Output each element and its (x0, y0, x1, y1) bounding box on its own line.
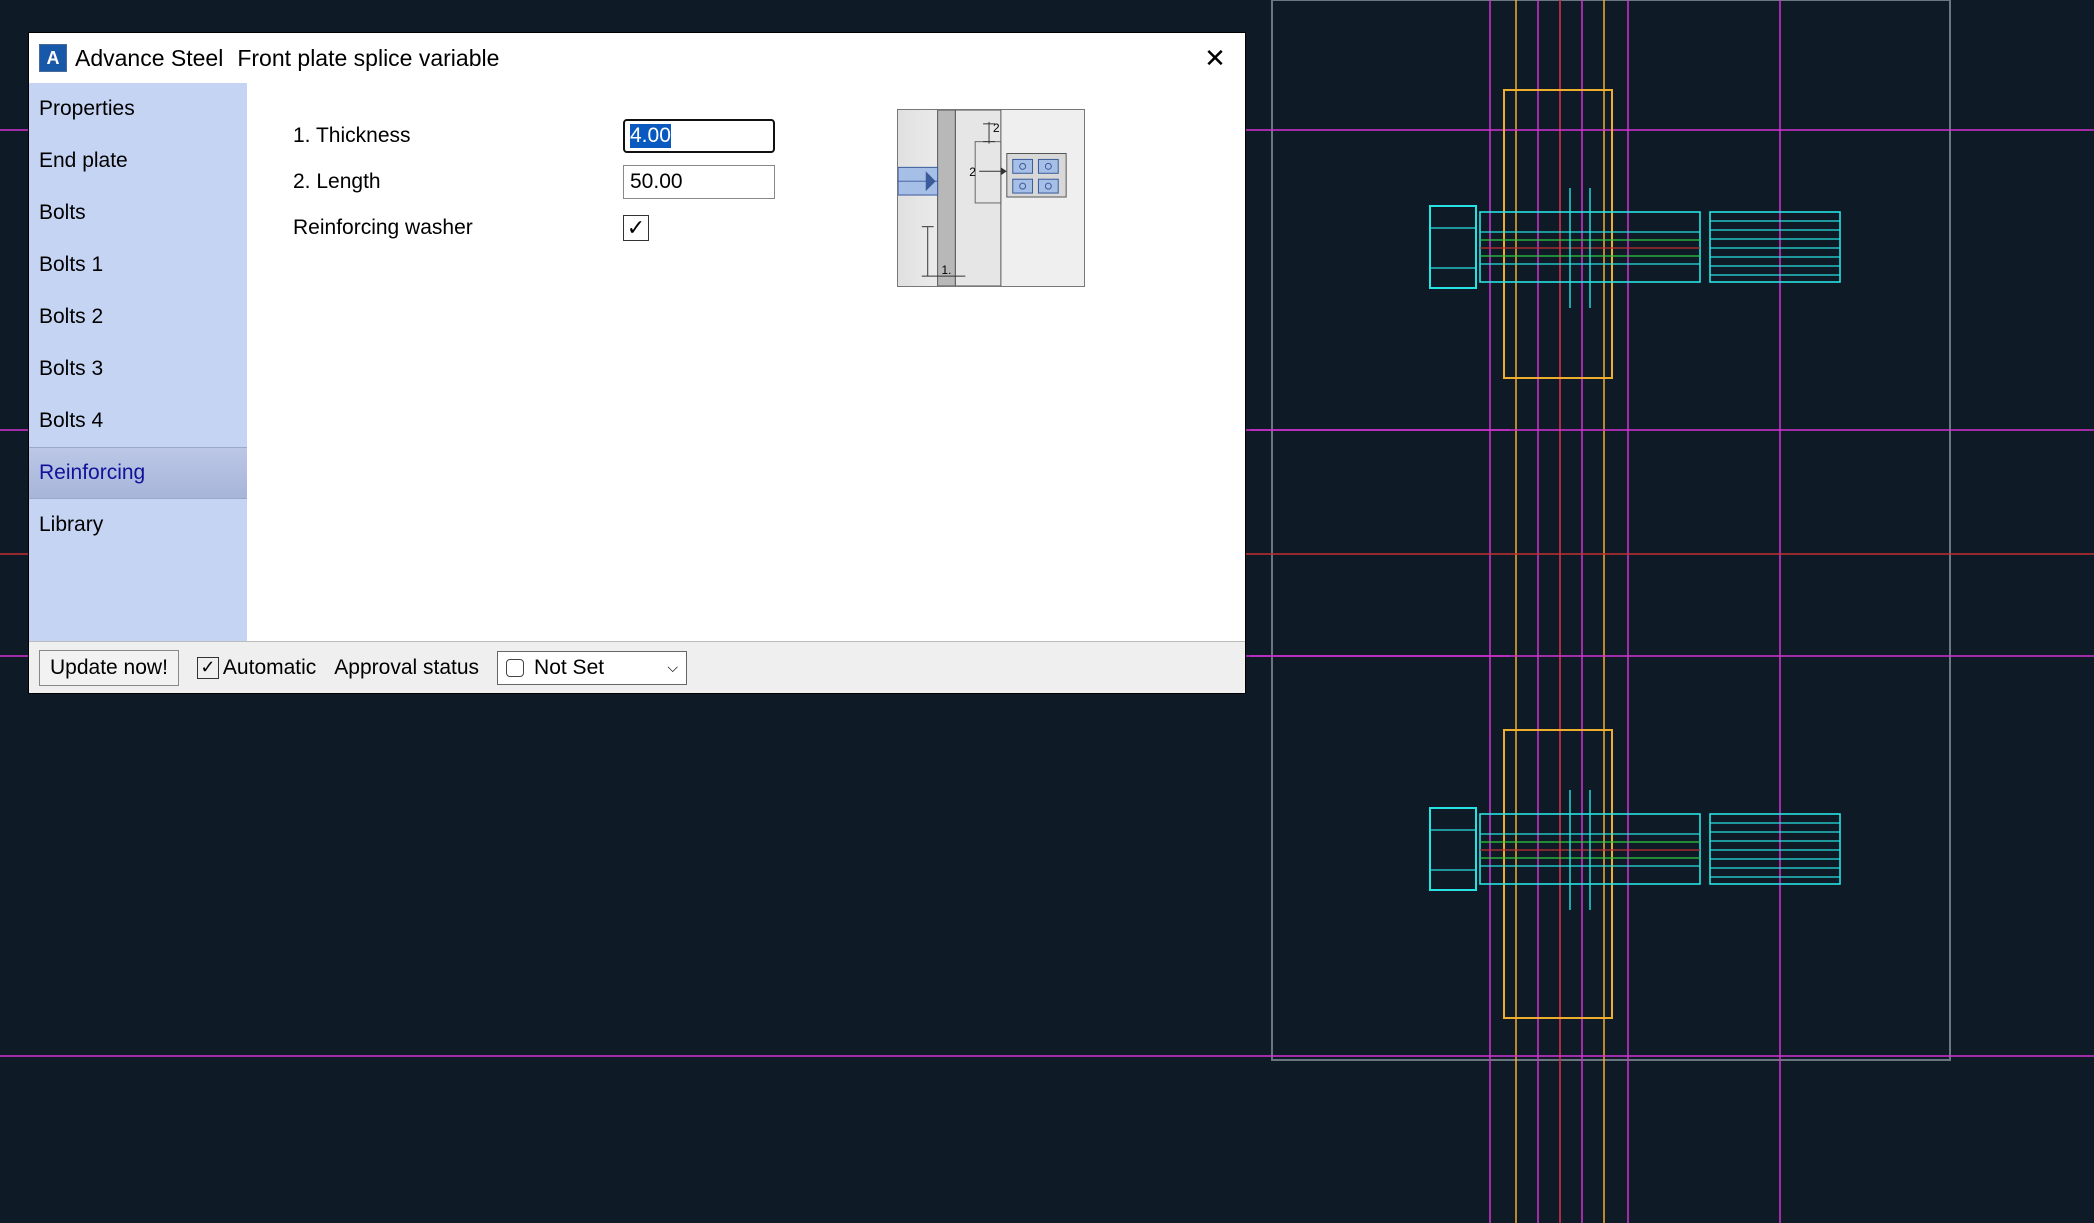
length-label: 2. Length (293, 170, 623, 194)
svg-text:2: 2 (993, 121, 1000, 135)
app-name: Advance Steel (75, 45, 223, 72)
dialog-title: Front plate splice variable (237, 45, 499, 72)
sidebar-item-bolts-2[interactable]: Bolts 2 (29, 291, 247, 343)
approval-status-select[interactable]: Not Set ⌵ (497, 651, 687, 685)
sidebar-item-library[interactable]: Library (29, 499, 247, 551)
automatic-label: Automatic (223, 656, 316, 680)
dialog-titlebar[interactable]: A Advance Steel Front plate splice varia… (29, 33, 1245, 83)
svg-text:1.: 1. (942, 263, 952, 277)
sidebar-item-bolts-1[interactable]: Bolts 1 (29, 239, 247, 291)
length-input[interactable] (623, 165, 775, 199)
thickness-input[interactable] (623, 119, 775, 153)
front-plate-splice-dialog: A Advance Steel Front plate splice varia… (28, 32, 1246, 694)
dialog-footer: Update now! ✓ Automatic Approval status … (29, 641, 1245, 693)
app-icon: A (39, 44, 67, 72)
dialog-sidebar: PropertiesEnd plateBoltsBolts 1Bolts 2Bo… (29, 83, 247, 641)
svg-text:2: 2 (969, 165, 976, 179)
thickness-label: 1. Thickness (293, 124, 623, 148)
sidebar-item-bolts[interactable]: Bolts (29, 187, 247, 239)
sidebar-item-bolts-4[interactable]: Bolts 4 (29, 395, 247, 447)
reinforcing-washer-checkbox[interactable]: ✓ (623, 215, 649, 241)
sidebar-item-reinforcing[interactable]: Reinforcing (29, 447, 247, 499)
preview-diagram: 2 2 1. (897, 109, 1085, 287)
approval-status-value: Not Set (534, 656, 604, 680)
dialog-content: 1. Thickness 2. Length Reinforcing washe… (247, 83, 1245, 641)
automatic-checkbox[interactable]: ✓ (197, 657, 219, 679)
approval-status-label: Approval status (334, 656, 479, 680)
update-now-button[interactable]: Update now! (39, 650, 179, 686)
approval-status-swatch (506, 659, 524, 677)
sidebar-item-bolts-3[interactable]: Bolts 3 (29, 343, 247, 395)
automatic-checkbox-wrap[interactable]: ✓ Automatic (197, 656, 316, 680)
sidebar-item-end-plate[interactable]: End plate (29, 135, 247, 187)
chevron-down-icon: ⌵ (667, 659, 678, 676)
sidebar-item-properties[interactable]: Properties (29, 83, 247, 135)
reinforcing-washer-label: Reinforcing washer (293, 216, 623, 240)
close-icon: ✕ (1204, 43, 1226, 74)
close-button[interactable]: ✕ (1185, 33, 1245, 83)
